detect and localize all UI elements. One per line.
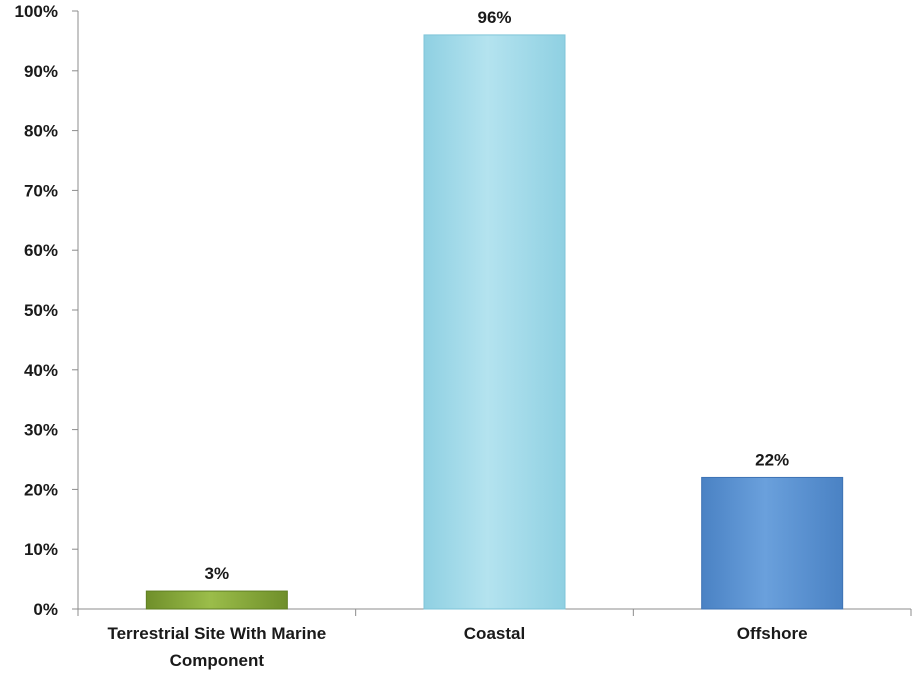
y-tick-label: 50% [24, 301, 58, 320]
y-tick-label: 0% [33, 600, 58, 619]
x-axis: Terrestrial Site With Marine Component Coa… [77, 608, 912, 670]
bar-0 [145, 590, 288, 610]
data-label-0: 3% [205, 564, 230, 583]
category-label: Terrestrial Site With Marine [107, 624, 326, 643]
bar-1 [423, 34, 566, 610]
y-axis: 0% 10% 20% 30% 40% 50% 60% 70% 80% 90% 100% [15, 2, 79, 619]
category-label: Coastal [464, 624, 525, 643]
y-tick-label: 60% [24, 241, 58, 260]
y-tick-label: 30% [24, 421, 58, 440]
y-tick-label: 90% [24, 62, 58, 81]
bar-2 [701, 476, 844, 610]
y-tick-label: 10% [24, 540, 58, 559]
data-label-2: 22% [755, 450, 789, 469]
data-label-1: 96% [477, 8, 511, 27]
data-labels: 3% 96% 22% [205, 8, 790, 583]
category-label: Component [170, 651, 265, 670]
category-label: Offshore [737, 624, 808, 643]
y-tick-label: 100% [15, 2, 58, 21]
bars [145, 34, 844, 610]
y-tick-label: 80% [24, 122, 58, 141]
y-tick-label: 70% [24, 181, 58, 200]
y-tick-label: 40% [24, 361, 58, 380]
y-tick-label: 20% [24, 480, 58, 499]
